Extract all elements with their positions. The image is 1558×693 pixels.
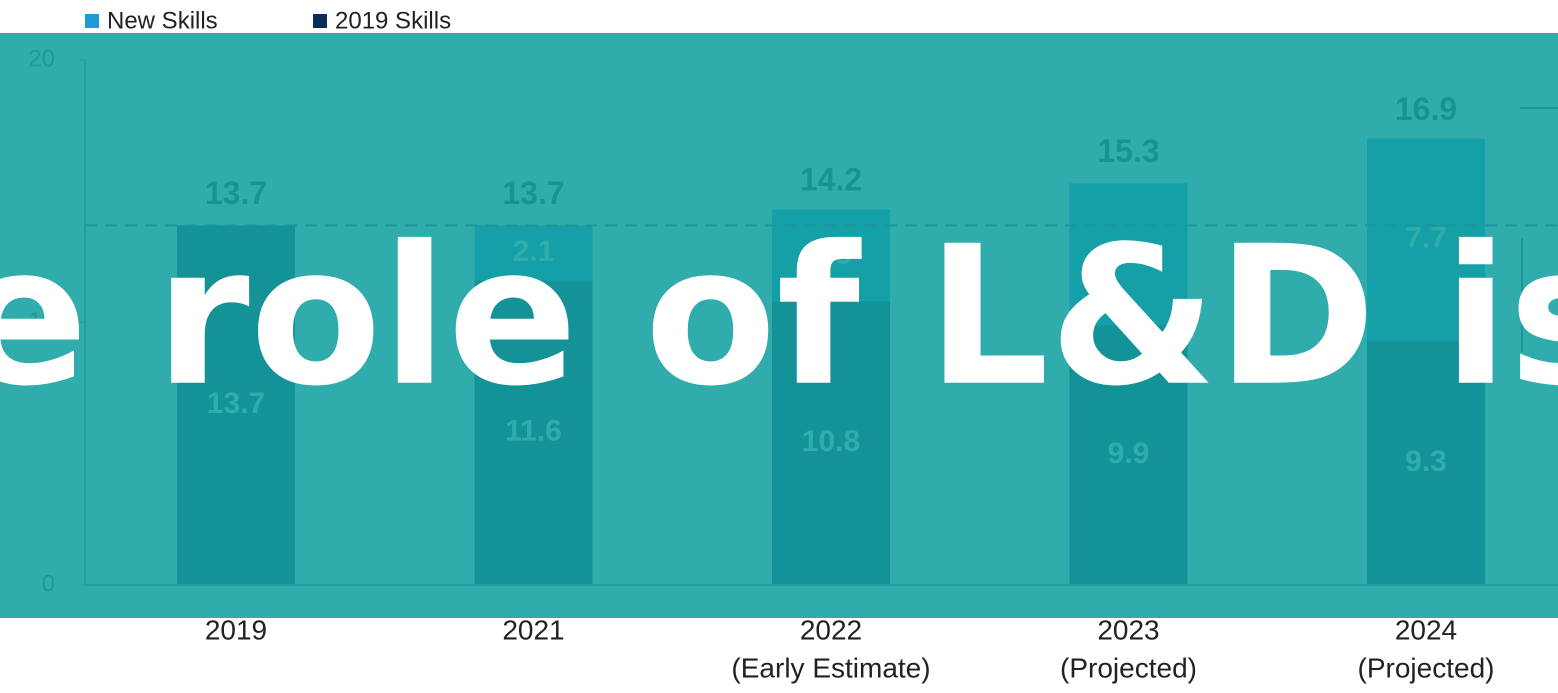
- legend-label: 2019 Skills: [335, 7, 451, 34]
- x-tick-note: (Projected): [1358, 652, 1495, 683]
- legend-label: New Skills: [107, 7, 218, 34]
- x-tick-label: 2023: [1097, 614, 1159, 645]
- legend-swatch: [313, 14, 327, 28]
- x-tick-note: (Early Estimate): [731, 652, 930, 683]
- overlay-title: e role of L&D is ch: [0, 206, 1558, 429]
- legend-swatch: [85, 14, 99, 28]
- x-tick-label: 2024: [1395, 614, 1457, 645]
- x-tick-label: 2022: [800, 614, 862, 645]
- x-tick-note: (Projected): [1060, 652, 1197, 683]
- x-tick-label: 2021: [502, 614, 564, 645]
- x-tick-label: 2019: [205, 614, 267, 645]
- overlay: [0, 33, 1558, 618]
